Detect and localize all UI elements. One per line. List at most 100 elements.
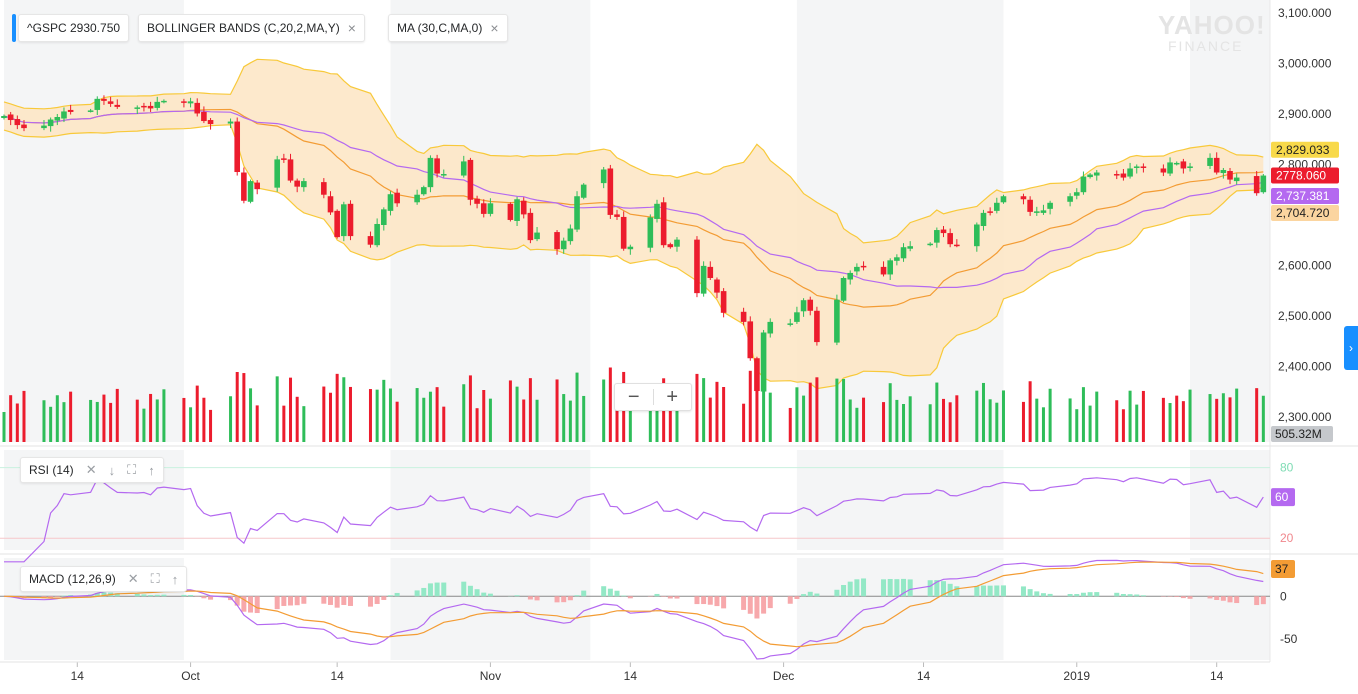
volume-bar	[835, 378, 839, 442]
candle	[900, 247, 907, 259]
macd-hist-bar	[974, 586, 980, 597]
candle	[347, 203, 354, 237]
expand-icon[interactable]: ⛶	[127, 462, 137, 477]
candle	[47, 119, 54, 127]
macd-hist-bar	[114, 593, 120, 597]
candle	[507, 203, 514, 220]
macd-hist-bar	[1040, 593, 1046, 597]
candle	[414, 194, 420, 203]
volume-bar	[981, 382, 985, 442]
macd-hist-bar	[188, 594, 194, 597]
macd-hist-bar	[208, 596, 214, 600]
macd-hist-bar	[288, 596, 294, 606]
candle	[760, 332, 767, 392]
volume-bar	[135, 399, 139, 442]
macd-hist-bar	[561, 596, 567, 603]
chevron-right-icon[interactable]: ›	[1344, 326, 1358, 370]
candle	[61, 111, 67, 119]
volume-bar	[322, 386, 326, 442]
volume-bar	[948, 402, 952, 442]
macd-flag-text: 37	[1275, 562, 1289, 576]
macd-hist-bar	[574, 595, 580, 597]
macd-hist-bar	[1067, 594, 1073, 597]
bollinger-lower-label: 2,704.720	[1271, 205, 1339, 222]
zoom-out-button[interactable]: −	[627, 386, 640, 408]
volume-bar	[562, 394, 566, 442]
volume-bar	[742, 403, 746, 442]
arrow-down-icon[interactable]: ↓	[108, 462, 116, 478]
price-flag-text: 2778.060	[1276, 169, 1326, 183]
candle	[254, 182, 260, 190]
y-axis: 3,100.0003,000.0002,900.0002,800.0002,70…	[1278, 6, 1332, 646]
month-band	[796, 450, 1004, 550]
volume-bar	[1188, 389, 1192, 442]
bollinger-fill	[4, 59, 1264, 389]
macd-hist-bar	[394, 592, 400, 597]
volume-bar	[675, 396, 679, 442]
candle	[1227, 171, 1233, 180]
volume-bar	[42, 400, 46, 442]
macd-hist-bar	[1020, 586, 1026, 597]
symbol-name: ^GSPC	[27, 21, 67, 35]
macd-hist-bar	[1114, 592, 1120, 597]
candle	[1073, 192, 1080, 196]
candle	[794, 312, 800, 322]
volume-bar	[328, 392, 332, 442]
macd-hist-bar	[980, 585, 986, 597]
rsi-tick-label: 80	[1280, 461, 1294, 475]
volume-bar	[1261, 395, 1265, 442]
close-icon[interactable]: ×	[347, 20, 356, 36]
candle	[1133, 166, 1140, 168]
month-band	[796, 558, 1004, 660]
expand-icon[interactable]: ⛶	[150, 571, 160, 586]
candle	[1173, 162, 1180, 165]
arrow-up-icon[interactable]: ↑	[148, 462, 155, 478]
candle	[434, 158, 440, 174]
volume-bar	[515, 386, 519, 442]
volume-bar	[9, 395, 13, 442]
candle	[460, 161, 467, 176]
candle	[894, 257, 900, 261]
macd-hist-bar	[854, 579, 860, 597]
zoom-in-button[interactable]: +	[666, 386, 679, 408]
volume-bar	[89, 399, 93, 442]
macd-legend: MACD (12,26,9) ✕ ⛶ ↑	[20, 566, 188, 592]
x-tick-label: 2019	[1063, 669, 1090, 683]
candle	[554, 232, 560, 250]
candle	[394, 192, 400, 204]
volume-bar	[1228, 397, 1232, 442]
y-tick-label: 3,000.000	[1278, 57, 1332, 71]
volume-bar	[1128, 390, 1132, 442]
volume-bar	[1235, 388, 1239, 442]
macd-hist-bar	[707, 596, 713, 605]
volume-bar	[1255, 388, 1259, 442]
macd-hist-bar	[1214, 596, 1220, 600]
y-tick-label: 2,500.000	[1278, 309, 1332, 323]
candle	[1113, 174, 1120, 176]
volume-bar	[155, 399, 159, 442]
close-icon[interactable]: ✕	[127, 571, 139, 586]
macd-hist-bar	[861, 578, 867, 597]
volume-bar	[935, 382, 939, 442]
volume-bar	[189, 407, 193, 442]
close-icon[interactable]: ×	[490, 20, 499, 36]
volume-bar	[655, 388, 659, 442]
volume-bar	[62, 402, 66, 442]
volume-bar	[22, 390, 26, 442]
macd-hist-bar	[794, 596, 800, 599]
arrow-up-icon[interactable]: ↑	[171, 571, 179, 587]
close-icon[interactable]: ✕	[85, 462, 97, 477]
price-flag-text: 2,704.720	[1276, 206, 1330, 220]
rsi-flag-bg	[1271, 488, 1295, 507]
candle	[440, 174, 447, 176]
macd-hist-bar	[554, 596, 560, 603]
candle	[814, 310, 820, 343]
macd-hist-bar	[1080, 592, 1086, 597]
volume-bar	[855, 407, 859, 442]
x-tick-label: 14	[71, 669, 85, 683]
candle	[420, 187, 427, 195]
macd-hist-bar	[887, 578, 893, 597]
macd-hist-bar	[414, 590, 420, 597]
candle	[934, 230, 940, 243]
